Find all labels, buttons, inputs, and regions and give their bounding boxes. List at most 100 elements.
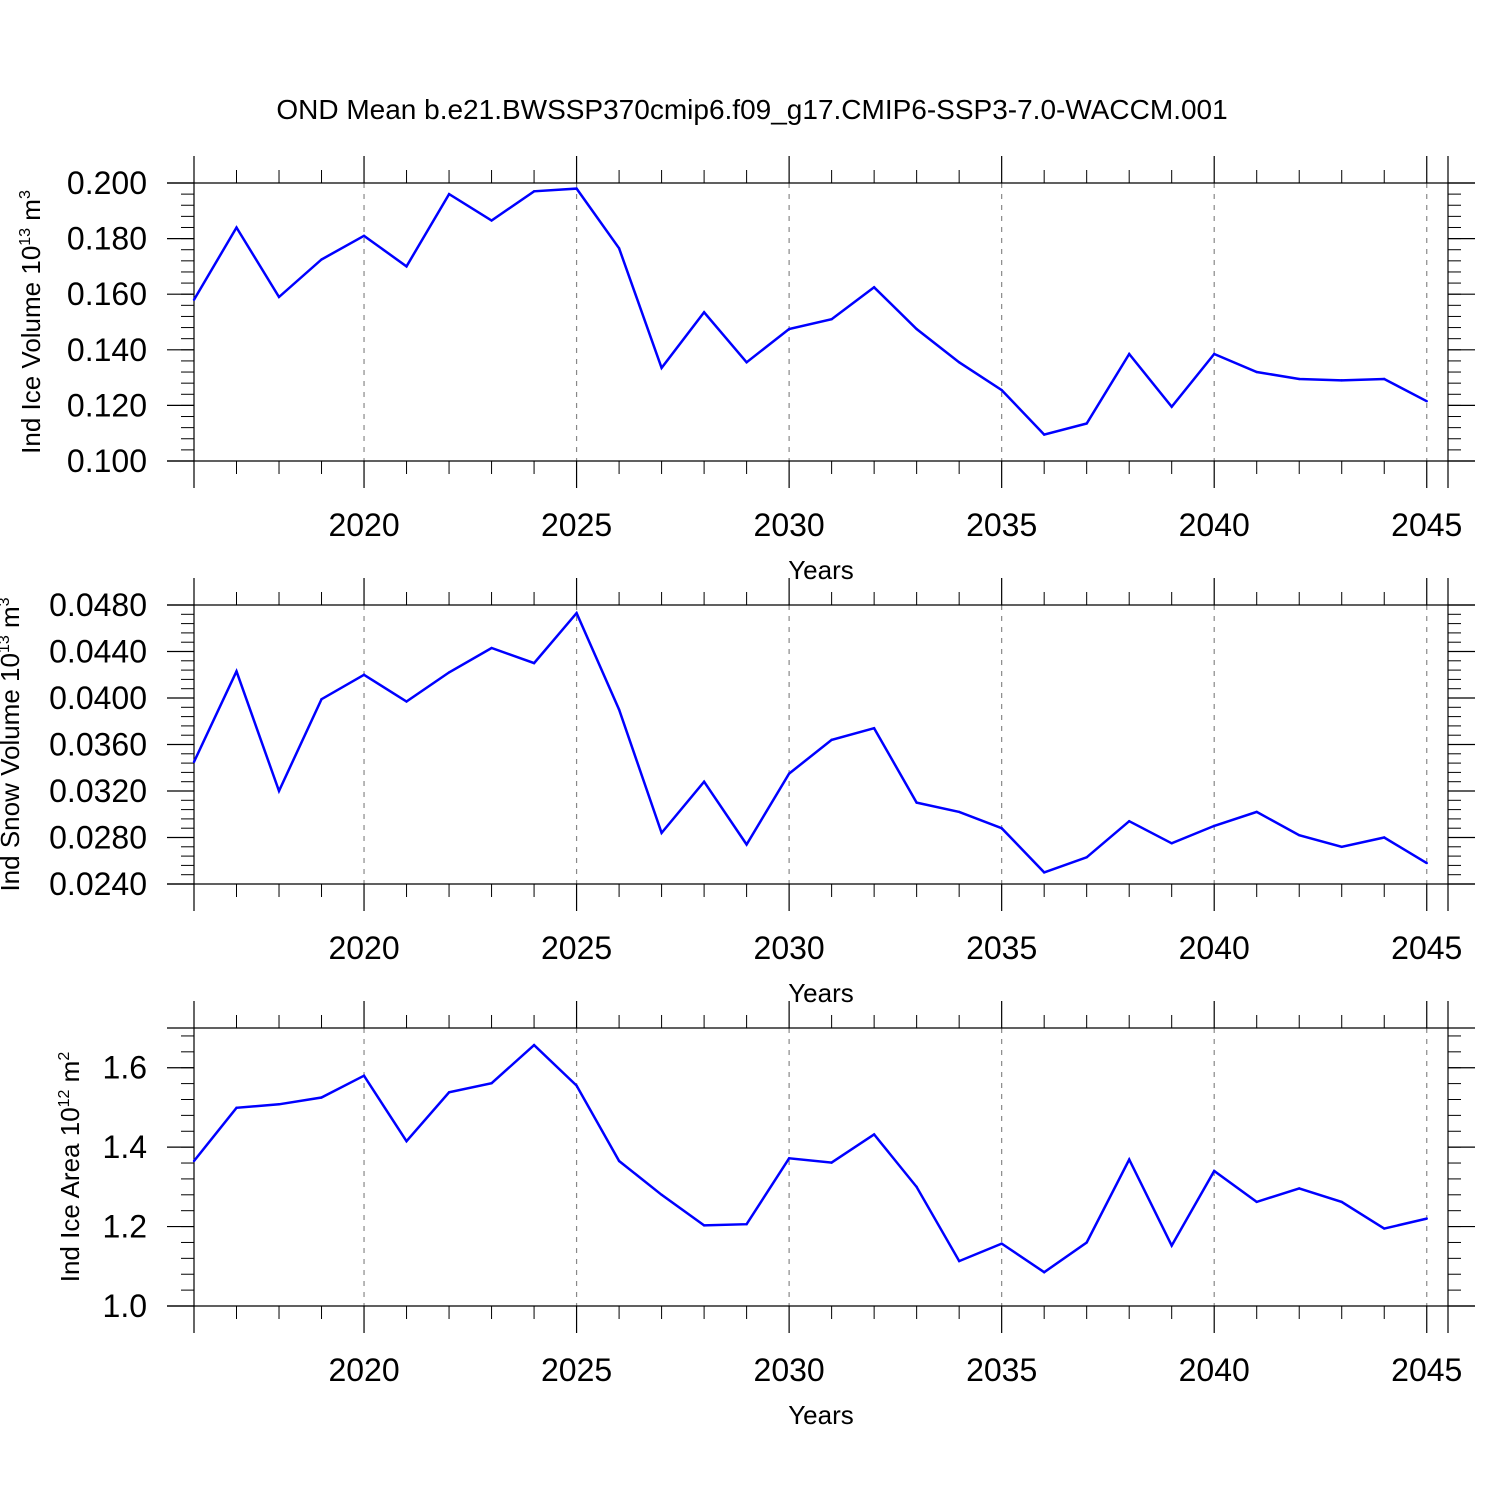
data-point <box>702 1224 706 1227</box>
y-axis-title-unit: m <box>55 1061 85 1090</box>
data-point <box>320 697 323 701</box>
data-point <box>532 1043 536 1047</box>
data-point <box>1127 352 1131 356</box>
data-line <box>193 1043 1427 1274</box>
data-point <box>1298 833 1301 837</box>
data-point <box>660 1193 663 1197</box>
chart-panel-2: 2020 2025 2030 2035 2040 2045 0.0240 0.0280 0.03… <box>0 578 1475 1008</box>
data-point <box>192 298 196 301</box>
data-point <box>872 1133 876 1136</box>
data-point <box>320 258 323 261</box>
data-point <box>405 700 408 703</box>
data-point <box>1170 405 1173 408</box>
data-point <box>362 1074 366 1077</box>
data-point <box>1042 433 1046 436</box>
figure-title: OND Mean b.e21.BWSSP370cmip6.f09_g17.CMI… <box>276 94 1227 125</box>
data-point <box>235 670 238 673</box>
data-point <box>1000 388 1003 392</box>
data-point <box>320 1096 323 1099</box>
data-point <box>362 234 366 238</box>
y-tick-label: 0.0400 <box>49 680 147 716</box>
y-axis-title: Ind Ice Volume 1013 m3 <box>16 190 46 454</box>
y-tick-label: 1.6 <box>103 1050 147 1086</box>
data-point <box>1085 422 1088 425</box>
data-point <box>1298 377 1301 381</box>
data-point <box>1170 1244 1173 1247</box>
y-tick-label: 0.0240 <box>49 866 147 902</box>
data-point <box>490 1082 493 1085</box>
data-point <box>915 801 918 804</box>
y-tick-label: 0.0440 <box>49 634 147 670</box>
data-point <box>787 1157 791 1160</box>
data-point <box>277 295 281 299</box>
data-point <box>1000 1242 1003 1245</box>
x-tick-label: 2040 <box>1179 507 1250 543</box>
y-tick-label: 0.0280 <box>49 820 147 856</box>
data-point <box>1383 1227 1386 1230</box>
data-point <box>617 247 621 250</box>
data-point <box>1340 845 1343 848</box>
data-point <box>1425 400 1428 403</box>
y-tick-label: 0.0480 <box>49 587 147 623</box>
y-tick-label: 0.120 <box>67 387 147 423</box>
x-tick-label: 2030 <box>754 930 825 966</box>
data-point <box>660 366 663 370</box>
data-point <box>532 661 536 665</box>
y-tick-label: 0.140 <box>67 332 147 368</box>
data-point <box>1298 1187 1301 1190</box>
data-point <box>192 1159 196 1163</box>
data-point <box>490 219 493 222</box>
y-tick-label: 0.0360 <box>49 727 147 763</box>
y-axis-title: Ind Snow Volume 1013 m3 <box>0 597 25 891</box>
data-point <box>575 611 578 615</box>
data-point <box>575 1084 578 1087</box>
x-tick-label: 2020 <box>328 930 399 966</box>
y-axis-title-ylabel: Ind Ice Area 10 <box>55 1107 85 1282</box>
data-point <box>787 327 791 331</box>
data-point <box>1170 842 1173 845</box>
data-point <box>1425 861 1428 865</box>
x-axis-title: Years <box>788 1400 854 1430</box>
y-axis-title-ylabel: Ind Snow Volume 10 <box>0 653 25 892</box>
data-point <box>277 789 281 793</box>
y-tick-label: 1.2 <box>103 1209 147 1245</box>
data-point <box>830 318 833 321</box>
chart-panels: 2020 2025 2030 2035 2040 2045 0.100 0.120 0.140 0… <box>0 156 1475 1430</box>
data-point <box>830 1161 833 1164</box>
data-point <box>1000 827 1003 830</box>
y-axis-title-unit: m <box>16 199 46 228</box>
x-tick-label: 2020 <box>328 1352 399 1388</box>
x-tick-label: 2045 <box>1391 930 1462 966</box>
data-point <box>1340 1200 1343 1204</box>
y-axis-title-unit: m <box>0 606 25 635</box>
data-point <box>235 1106 238 1110</box>
x-tick-label: 2045 <box>1391 1352 1462 1388</box>
y-tick-label: 1.0 <box>103 1288 147 1324</box>
data-point <box>830 738 833 742</box>
x-axis-title: Years <box>788 978 854 1008</box>
data-point <box>1213 1169 1216 1173</box>
data-point <box>915 1185 918 1189</box>
data-point <box>447 671 451 674</box>
y-axis-title-ylabel: Ind Ice Volume 10 <box>16 246 46 454</box>
x-tick-label: 2030 <box>754 507 825 543</box>
data-point <box>617 1159 621 1163</box>
data-point <box>1255 370 1258 374</box>
data-point <box>1340 379 1343 382</box>
y-axis-title: Ind Ice Area 1012 m2 <box>55 1052 85 1283</box>
y-axis-title-ylabel-unit-exp: 3 <box>17 190 34 199</box>
data-point <box>1042 1271 1046 1274</box>
data-point <box>702 780 706 783</box>
data-point <box>957 810 961 814</box>
y-tick-label: 1.4 <box>103 1129 147 1165</box>
x-tick-label: 2035 <box>966 507 1037 543</box>
y-axis-title-ylabel-unit-exp: 3 <box>0 597 13 606</box>
x-tick-label: 2040 <box>1179 930 1250 966</box>
y-axis-title-ylabel-exp: 12 <box>56 1089 73 1107</box>
data-point <box>745 361 748 364</box>
data-point <box>235 226 238 229</box>
data-point <box>490 646 493 650</box>
chart-panel-1: 2020 2025 2030 2035 2040 2045 0.100 0.120 0.140 0… <box>16 156 1475 585</box>
data-point <box>532 190 536 193</box>
